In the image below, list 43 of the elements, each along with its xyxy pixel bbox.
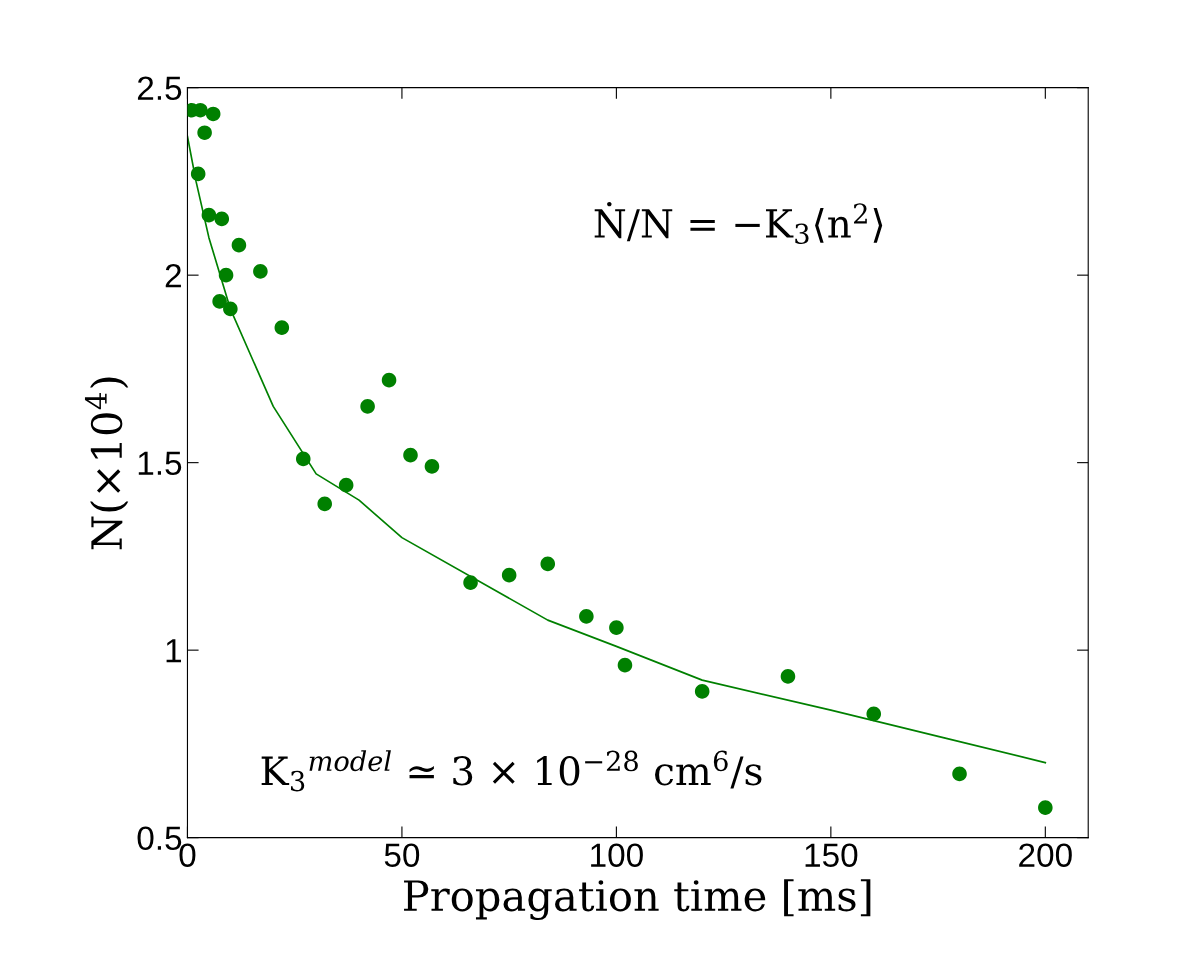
point <box>218 267 234 283</box>
point <box>617 657 633 673</box>
point <box>253 264 268 279</box>
point <box>540 556 556 572</box>
point <box>223 301 238 317</box>
y-tick-label: 2.5 <box>137 76 182 101</box>
x-tick-label: 0 <box>179 843 196 867</box>
point <box>317 496 332 512</box>
point <box>214 211 230 227</box>
y-tick-label: 2 <box>165 263 181 288</box>
point <box>212 294 227 309</box>
point <box>205 106 221 122</box>
point <box>193 102 208 118</box>
x-tick-label: 50 <box>384 843 420 867</box>
point <box>197 125 212 140</box>
point <box>201 207 217 223</box>
point <box>780 669 796 684</box>
x-tick-label: 150 <box>805 843 858 867</box>
point <box>424 459 440 474</box>
point <box>274 320 290 335</box>
y-axis-title: N(×10$^{4}$) <box>84 377 129 550</box>
point <box>381 372 397 388</box>
point <box>295 451 311 467</box>
x-axis-title: Propagation time [ms] <box>404 879 871 921</box>
point <box>501 567 517 583</box>
y-tick-label: 1 <box>166 639 181 663</box>
annotation: K$_{3}$$^{model}$ ≃ 3 × 10$^{−28}$ cm$^{6}$/s <box>261 750 762 792</box>
point <box>609 620 624 635</box>
annotation: Ṅ/N = −K$_{3}$⟨n$^{2}$⟩ <box>594 201 883 245</box>
x-tick-label: 200 <box>1019 843 1072 867</box>
point <box>694 684 710 699</box>
point <box>231 237 247 253</box>
point <box>190 166 206 182</box>
point <box>952 766 967 782</box>
x-tick-label: 100 <box>591 843 643 867</box>
point <box>866 706 882 722</box>
point <box>1038 800 1053 815</box>
point <box>463 575 478 590</box>
y-tick-label: 1.5 <box>138 451 182 476</box>
point <box>403 447 418 463</box>
point <box>360 399 375 414</box>
point <box>579 609 594 624</box>
point <box>338 477 354 493</box>
